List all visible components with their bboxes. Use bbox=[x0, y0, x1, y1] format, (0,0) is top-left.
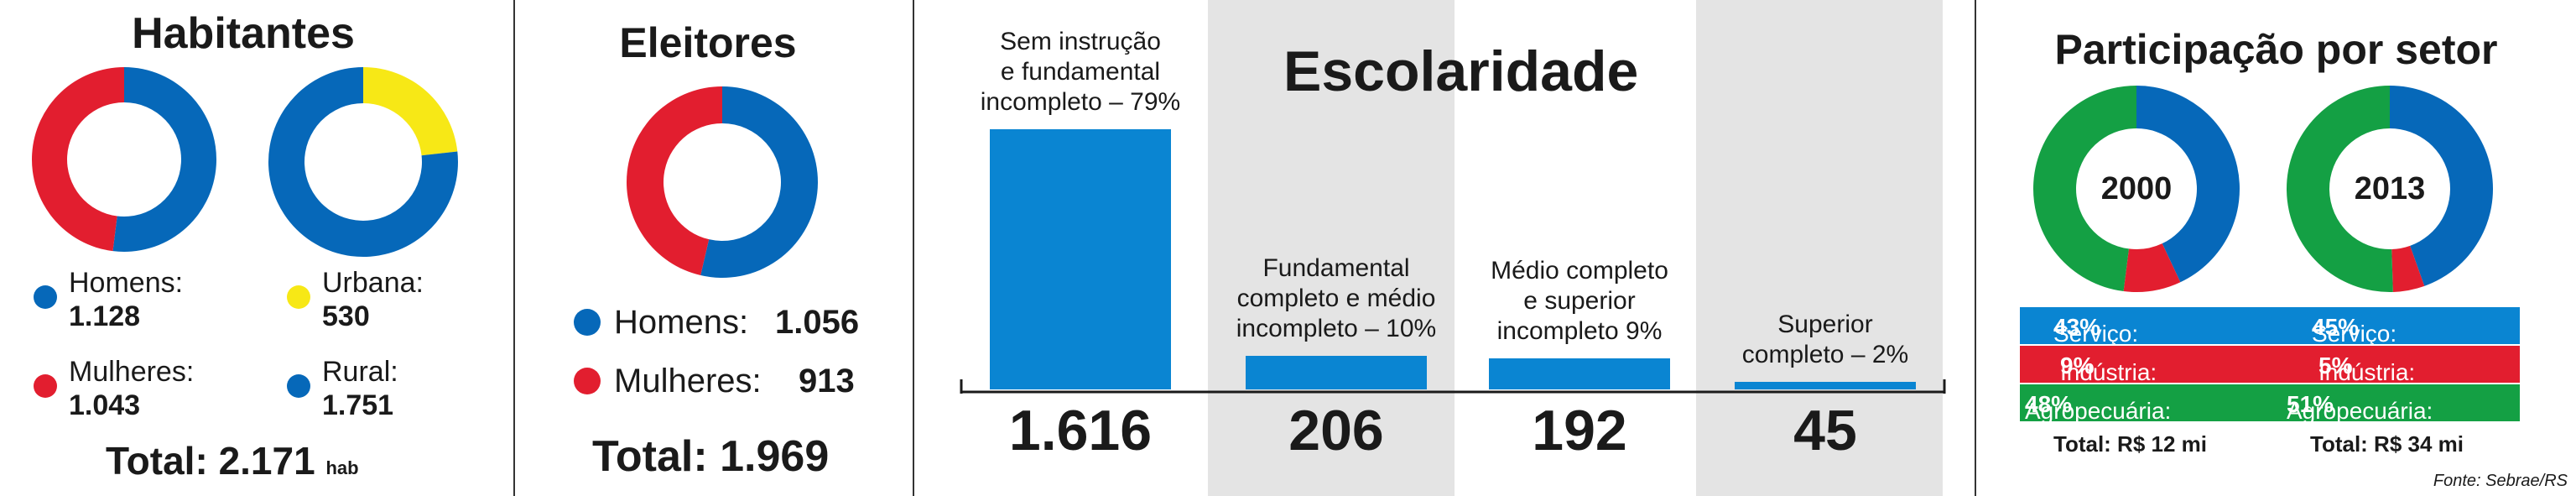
participacao-2000-donut bbox=[2033, 86, 2240, 292]
escolaridade-bar-3 bbox=[1489, 358, 1670, 389]
habitantes-total-unit: hab bbox=[325, 457, 359, 478]
legend-rural-value: 1.751 bbox=[322, 389, 394, 421]
habitantes-title: Habitantes bbox=[132, 9, 355, 58]
escolaridade-bar-value-1: 1.616 bbox=[1008, 399, 1153, 462]
slice-rural bbox=[268, 67, 458, 257]
legend-mulheres-value: 1.043 bbox=[69, 389, 141, 421]
escolaridade-bar-label-1: Sem instrução e fundamental incompleto –… bbox=[980, 28, 1181, 116]
escolaridade-baseline bbox=[960, 379, 1946, 394]
eleitores-homens-label: Homens: bbox=[614, 304, 749, 341]
servico-2013: Serviço: 45% bbox=[2312, 314, 2397, 347]
slice-2013-agropecuaria bbox=[2287, 86, 2393, 292]
eleitores-homens-value: 1.056 bbox=[775, 304, 860, 341]
participacao-2000-year: 2000 bbox=[2100, 171, 2173, 206]
legend-urbana-value: 530 bbox=[322, 300, 370, 332]
agropecuaria-2013: Agropecuária: 51% bbox=[2287, 391, 2433, 424]
slice-homens bbox=[112, 67, 217, 252]
habitantes-gender-donut bbox=[32, 67, 217, 252]
legend-mulheres-dot bbox=[34, 374, 57, 398]
escolaridade-bar-value-3: 192 bbox=[1532, 399, 1627, 462]
eleitores-title: Eleitores bbox=[619, 19, 797, 66]
legend-urbana-dot bbox=[287, 285, 310, 309]
servico-2000: Serviço: 43% bbox=[2053, 314, 2139, 347]
escolaridade-panel: Escolaridade Sem instrução e fundamental… bbox=[914, 0, 1975, 496]
industria-2000: Indústria: 9% bbox=[2060, 352, 2157, 385]
legend-urbana-label: Urbana: bbox=[322, 267, 424, 299]
separator-2 bbox=[913, 0, 914, 496]
participacao-total-2000: Total: R$ 12 mi bbox=[2053, 431, 2208, 457]
eleitores-mulheres-value: 913 bbox=[799, 363, 855, 399]
escolaridade-bar-label-2: Fundamental completo e médio incompleto … bbox=[1236, 254, 1437, 343]
habitantes-total-text: Total: 2.171 bbox=[106, 439, 315, 483]
escolaridade-bar-4 bbox=[1735, 382, 1916, 389]
legend-homens-label: Homens: bbox=[69, 267, 184, 299]
slice-mulheres bbox=[32, 67, 124, 252]
escolaridade-band-4 bbox=[1696, 0, 1943, 496]
source-note: Fonte: Sebrae/RS bbox=[2433, 472, 2568, 490]
eleitores-mulheres-label: Mulheres: bbox=[614, 363, 762, 399]
escolaridade-bar-1 bbox=[990, 129, 1171, 389]
legend-rural-label: Rural: bbox=[322, 356, 398, 388]
escolaridade-bar-value-4: 45 bbox=[1793, 399, 1857, 462]
escolaridade-band-2 bbox=[1208, 0, 1455, 496]
participacao-row-industria: Indústria: 9% Indústria: 5% bbox=[2020, 346, 2520, 385]
escolaridade-title: Escolaridade bbox=[1283, 39, 1639, 103]
separator-3 bbox=[1975, 0, 1976, 496]
slice-2013-industria bbox=[2391, 245, 2425, 292]
participacao-2013-year: 2013 bbox=[2354, 171, 2426, 206]
escolaridade-bar-value-2: 206 bbox=[1288, 399, 1384, 462]
slice-eleitores-mulheres bbox=[627, 86, 722, 276]
slice-urbana bbox=[363, 67, 458, 156]
escolaridade-bar-2 bbox=[1246, 356, 1427, 389]
escolaridade-bar-chart: Sem instrução e fundamental incompleto –… bbox=[914, 0, 1975, 496]
legend-homens-dot bbox=[34, 285, 57, 309]
eleitores-mulheres-dot bbox=[574, 368, 601, 394]
slice-2000-industria bbox=[2123, 243, 2181, 292]
eleitores-homens-dot bbox=[574, 309, 601, 336]
eleitores-panel: Eleitores Homens: 1.056 Mulheres: 913 To… bbox=[515, 0, 913, 496]
participacao-row-agropecuaria: Agropecuária: 48% Agropecuária: 51% bbox=[2020, 384, 2520, 424]
separator-1 bbox=[513, 0, 515, 496]
escolaridade-bar-label-3: Médio completo e superior incompleto 9% bbox=[1491, 257, 1668, 346]
slice-2000-agropecuaria bbox=[2033, 86, 2136, 292]
participacao-panel: Participação por setor 2000 2013 Serviço… bbox=[1976, 0, 2576, 496]
escolaridade-bar-label-4: Superior completo – 2% bbox=[1741, 311, 1909, 369]
slice-2013-servico bbox=[2390, 86, 2493, 286]
eleitores-gender-donut bbox=[627, 86, 818, 278]
slice-2000-servico bbox=[2136, 86, 2240, 283]
legend-homens-value: 1.128 bbox=[69, 300, 141, 332]
habitantes-panel: Habitantes Homens: 1.128 Mulheres: 1.043… bbox=[0, 0, 513, 496]
eleitores-total: Total: 1.969 bbox=[592, 432, 830, 481]
legend-mulheres-label: Mulheres: bbox=[69, 356, 195, 388]
participacao-row-servico: Serviço: 43% Serviço: 45% bbox=[2020, 307, 2520, 347]
industria-2013: Indústria: 5% bbox=[2318, 352, 2416, 385]
participacao-title: Participação por setor bbox=[2054, 26, 2498, 73]
legend-rural-dot bbox=[287, 374, 310, 398]
participacao-2013-donut bbox=[2287, 86, 2493, 292]
agropecuaria-2000: Agropecuária: 48% bbox=[2025, 391, 2172, 424]
habitantes-total: Total: 2.171 hab bbox=[106, 438, 359, 483]
slice-eleitores-homens bbox=[700, 86, 818, 278]
habitantes-area-donut bbox=[268, 67, 458, 257]
participacao-total-2013: Total: R$ 34 mi bbox=[2310, 431, 2464, 457]
